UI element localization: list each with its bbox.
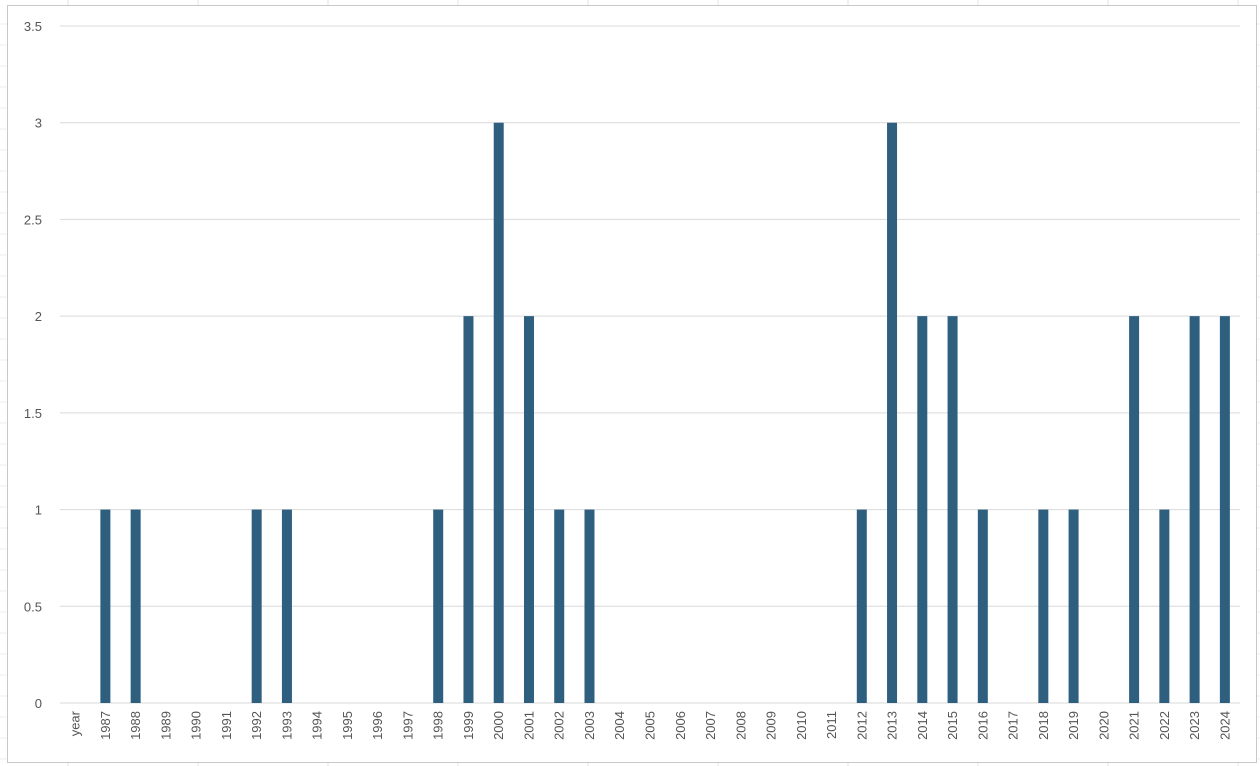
x-tick-label: year <box>68 710 83 736</box>
x-tick-label: 2002 <box>552 711 567 740</box>
x-tick-label: 2015 <box>945 711 960 740</box>
bar-1992[interactable] <box>251 509 262 703</box>
x-tick-label: 2013 <box>885 711 900 740</box>
bar-1998[interactable] <box>433 509 444 703</box>
y-axis-ticks: 0 0.5 1 1.5 2 2.5 3 3.5 <box>24 19 42 711</box>
x-tick-label: 2022 <box>1157 711 1172 740</box>
x-tick-label: 1989 <box>158 711 173 740</box>
y-tick-label: 2.5 <box>24 212 42 227</box>
bar-2019[interactable] <box>1068 509 1079 703</box>
x-tick-label: 2005 <box>643 711 658 740</box>
x-tick-label: 2024 <box>1217 711 1232 740</box>
x-tick-label: 1994 <box>310 711 325 740</box>
x-tick-label: 1995 <box>340 711 355 740</box>
x-tick-label: 1993 <box>279 711 294 740</box>
bars <box>100 122 1230 703</box>
y-tick-label: 3.5 <box>24 19 42 34</box>
x-tick-label: 2012 <box>854 711 869 740</box>
x-axis-ticks: year 1987 1988 1989 1990 1991 1992 1993 1994 1995… <box>68 710 1233 740</box>
bar-2022[interactable] <box>1159 509 1170 703</box>
bar-chart: 0 0.5 1 1.5 2 2.5 3 3.5 year 1987 1988 1989 1990 199… <box>24 19 1240 740</box>
x-tick-label: 2023 <box>1187 711 1202 740</box>
y-tick-label: 2 <box>35 309 42 324</box>
y-tick-label: 1 <box>35 503 42 518</box>
x-tick-label: 2007 <box>703 711 718 740</box>
x-tick-label: 2001 <box>521 711 536 740</box>
x-tick-label: 2000 <box>491 711 506 740</box>
x-tick-label: 1987 <box>98 711 113 740</box>
y-tick-label: 1.5 <box>24 406 42 421</box>
bar-1988[interactable] <box>130 509 141 703</box>
x-tick-label: 2004 <box>612 711 627 740</box>
bar-1993[interactable] <box>281 509 292 703</box>
x-tick-label: 2019 <box>1066 711 1081 740</box>
bar-2013[interactable] <box>887 122 898 703</box>
chart-area[interactable]: 0 0.5 1 1.5 2 2.5 3 3.5 year 1987 1988 1989 1990 199… <box>7 5 1257 763</box>
x-tick-label: 1988 <box>128 711 143 740</box>
x-tick-label: 1997 <box>400 711 415 740</box>
bar-2016[interactable] <box>977 509 988 703</box>
bar-2012[interactable] <box>856 509 867 703</box>
bar-2001[interactable] <box>523 316 534 703</box>
gridlines <box>60 25 1240 704</box>
x-tick-label: 2003 <box>582 711 597 740</box>
x-tick-label: 1991 <box>219 711 234 740</box>
x-tick-label: 2021 <box>1127 711 1142 740</box>
bar-2021[interactable] <box>1129 316 1140 703</box>
x-tick-label: 2008 <box>733 711 748 740</box>
y-tick-label: 3 <box>35 116 42 131</box>
y-tick-label: 0.5 <box>24 599 42 614</box>
bar-2015[interactable] <box>947 316 958 703</box>
x-tick-label: 2018 <box>1036 711 1051 740</box>
x-tick-label: 2006 <box>673 711 688 740</box>
x-tick-label: 1999 <box>461 711 476 740</box>
bar-2014[interactable] <box>917 316 928 703</box>
x-tick-label: 2014 <box>915 711 930 740</box>
x-tick-label: 2017 <box>1006 711 1021 740</box>
bar-2000[interactable] <box>493 122 504 703</box>
x-tick-label: 2016 <box>975 711 990 740</box>
bar-1987[interactable] <box>100 509 111 703</box>
y-tick-label: 0 <box>35 696 42 711</box>
bar-1999[interactable] <box>463 316 474 703</box>
x-tick-label: 1998 <box>431 711 446 740</box>
x-tick-label: 1990 <box>189 711 204 740</box>
x-tick-label: 2020 <box>1096 711 1111 740</box>
x-tick-label: 1992 <box>249 711 264 740</box>
x-tick-label: 2010 <box>794 711 809 740</box>
bar-2024[interactable] <box>1219 316 1230 703</box>
x-tick-label: 2009 <box>764 711 779 740</box>
bar-2023[interactable] <box>1189 316 1200 703</box>
bar-2003[interactable] <box>584 509 595 703</box>
x-tick-label: 1996 <box>370 711 385 740</box>
bar-2002[interactable] <box>554 509 565 703</box>
x-tick-label: 2011 <box>824 711 839 739</box>
bar-2018[interactable] <box>1038 509 1049 703</box>
